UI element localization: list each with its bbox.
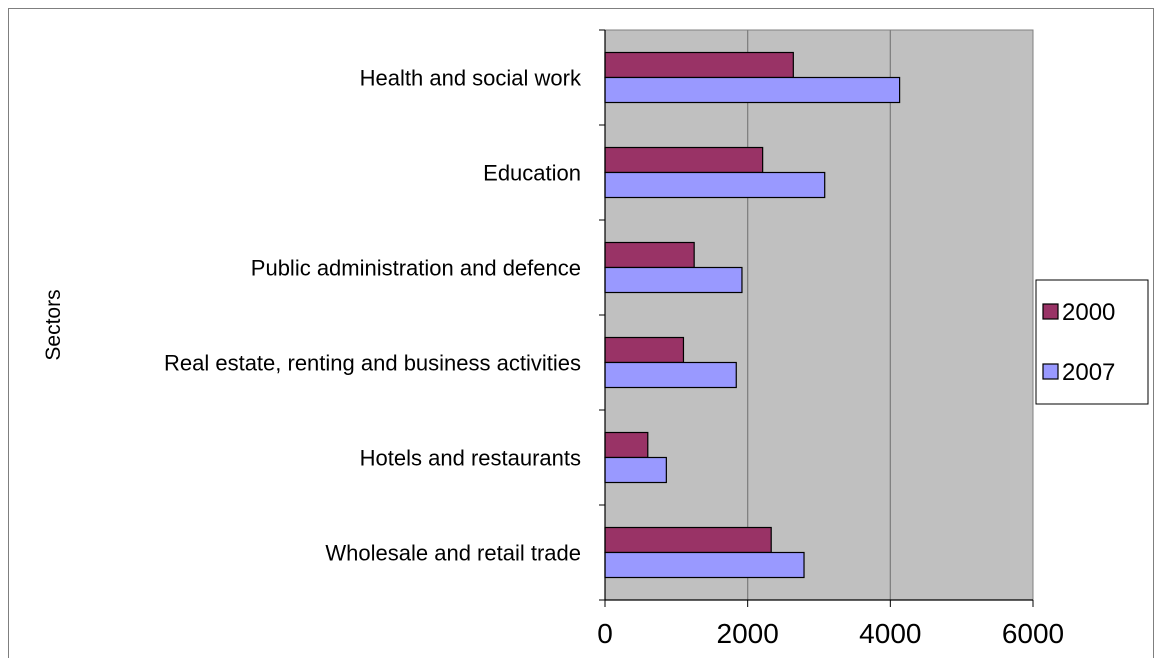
category-label: Public administration and defence — [251, 256, 581, 281]
bar-2000 — [604, 51, 794, 79]
category-label: Wholesale and retail trade — [325, 541, 581, 566]
legend-label-2000: 2000 — [1062, 299, 1115, 326]
legend-swatch-2007 — [1042, 363, 1059, 380]
x-tick-label: 2000 — [717, 618, 779, 649]
category-label: Hotels and restaurants — [360, 446, 581, 471]
plot-area — [604, 29, 1034, 601]
x-tick-label: 6000 — [1002, 618, 1064, 649]
category-label: Real estate, renting and business activi… — [164, 351, 581, 376]
bar-2000 — [604, 146, 764, 174]
x-tick-labels: 0 2000 4000 6000 — [597, 618, 1064, 649]
legend-swatch-2000 — [1042, 303, 1059, 320]
bar-2000 — [604, 336, 685, 364]
y-axis-title: Sectors — [42, 289, 65, 360]
bars — [604, 51, 901, 579]
bar-2000 — [604, 241, 695, 269]
bar-2000 — [604, 431, 649, 459]
legend: 2000 2007 — [1035, 279, 1149, 405]
bar-2007 — [604, 361, 737, 389]
category-label: Health and social work — [360, 66, 582, 91]
category-label: Education — [483, 161, 581, 186]
legend-label-2007: 2007 — [1062, 359, 1115, 386]
legend-box — [1035, 279, 1149, 405]
bar-2000 — [604, 526, 772, 554]
bar-2007 — [604, 171, 826, 199]
x-tick-label: 4000 — [859, 618, 921, 649]
category-labels: Wholesale and retail trade Hotels and res… — [164, 66, 582, 566]
bar-2007 — [604, 266, 743, 294]
x-tick-label: 0 — [597, 618, 613, 649]
bar-2007 — [604, 456, 667, 484]
gridlines — [604, 30, 1034, 607]
bar-2007 — [604, 76, 901, 104]
bar-2007 — [604, 551, 805, 579]
axes — [599, 29, 1033, 601]
